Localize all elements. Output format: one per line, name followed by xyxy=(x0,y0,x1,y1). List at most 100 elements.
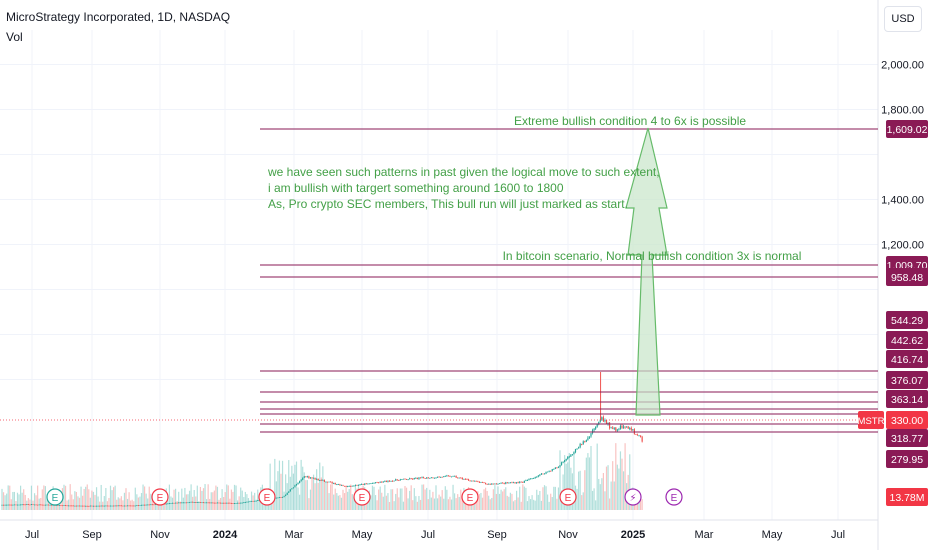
volume-bar xyxy=(616,464,618,510)
level-price-tag xyxy=(886,331,928,349)
volume-bar xyxy=(570,467,572,510)
earnings-marker-label: E xyxy=(671,493,678,504)
volume-bar xyxy=(387,493,389,510)
volume-bar xyxy=(494,485,496,510)
volume-bar xyxy=(516,490,518,510)
candle-body xyxy=(280,497,282,498)
volume-bar xyxy=(433,498,436,510)
volume-bar xyxy=(534,500,536,510)
candle-body xyxy=(285,494,287,496)
candle-body xyxy=(426,477,428,479)
volume-bar xyxy=(312,474,315,510)
volume-bar xyxy=(229,498,231,510)
candle-body xyxy=(576,448,578,450)
volume-bar xyxy=(505,487,507,510)
volume-bar xyxy=(218,499,220,510)
volume-bar xyxy=(500,489,502,510)
volume-bar xyxy=(427,499,429,510)
volume-bar xyxy=(264,501,267,510)
candle-body xyxy=(137,505,139,507)
candle-body xyxy=(119,505,121,507)
volume-bar xyxy=(440,496,442,510)
volume-bar xyxy=(348,489,350,510)
candle-body xyxy=(323,479,325,482)
candle-body xyxy=(92,505,95,507)
candle-body xyxy=(44,504,46,506)
candle-body xyxy=(581,444,583,445)
volume-bar xyxy=(202,488,205,510)
candle-body xyxy=(545,471,547,474)
candle-body xyxy=(517,482,519,484)
candle-body xyxy=(91,505,93,507)
volume-bar xyxy=(635,501,637,510)
volume-bar xyxy=(285,474,287,510)
volume-bar xyxy=(619,451,622,510)
volume-bar xyxy=(523,486,525,510)
candle-body xyxy=(167,503,169,505)
candle-body xyxy=(427,477,429,479)
candle-body xyxy=(632,429,634,431)
candle-body xyxy=(134,505,136,507)
candle-body xyxy=(368,483,370,485)
candle-body xyxy=(21,504,23,506)
candle-body xyxy=(461,477,463,480)
candle-body xyxy=(604,419,606,422)
volume-bar xyxy=(488,495,490,510)
candle-body xyxy=(477,481,479,483)
level-price-label: 442.62 xyxy=(891,335,923,347)
candle-body xyxy=(116,505,118,507)
candle-body xyxy=(347,486,349,487)
volume-bar xyxy=(179,501,181,510)
volume-bar xyxy=(119,498,121,510)
volume-bar xyxy=(495,493,498,510)
volume-bar xyxy=(280,473,282,510)
volume-bar xyxy=(75,491,77,510)
candle-body xyxy=(624,426,626,428)
volume-bar xyxy=(328,493,330,510)
volume-bar xyxy=(421,484,423,510)
candle-body xyxy=(202,502,205,504)
candle-body xyxy=(636,434,639,436)
volume-bar xyxy=(12,491,14,510)
candle-body xyxy=(277,497,279,499)
volume-bar xyxy=(43,485,45,510)
chart-title: MicroStrategy Incorporated, 1D, NASDAQ xyxy=(6,10,231,24)
currency-button[interactable]: USD xyxy=(884,6,922,32)
candle-body xyxy=(495,483,498,485)
candle-body xyxy=(188,502,191,503)
candle-body xyxy=(37,504,39,506)
candle-body xyxy=(316,478,318,480)
volume-bar xyxy=(58,501,60,510)
earnings-marker xyxy=(665,488,683,506)
volume-bar xyxy=(309,489,312,510)
candle-body xyxy=(443,476,445,478)
candle-body xyxy=(182,502,184,504)
candle-body xyxy=(641,436,643,442)
volume-bar xyxy=(405,487,408,510)
volume-bar xyxy=(147,498,149,510)
volume-bar xyxy=(388,501,391,510)
volume-bar xyxy=(133,501,135,510)
candle-body xyxy=(378,482,380,484)
volume-bar xyxy=(275,481,277,510)
candle-body xyxy=(371,483,374,484)
candle-body xyxy=(469,480,471,482)
candle-body xyxy=(47,504,50,506)
volume-bar xyxy=(24,494,26,510)
volume-bar xyxy=(376,500,378,510)
volume-bar xyxy=(478,494,480,510)
candle-body xyxy=(523,480,525,483)
volume-bar xyxy=(126,498,129,510)
candle-body xyxy=(294,485,296,488)
candle-body xyxy=(593,428,595,431)
candle-body xyxy=(350,486,352,487)
symbol-label: MSTR xyxy=(858,416,885,427)
candle-body xyxy=(179,502,181,504)
candle-body xyxy=(311,477,313,479)
candle-body xyxy=(433,477,436,479)
volume-bar xyxy=(404,486,406,510)
volume-bar xyxy=(243,497,245,510)
candle-body xyxy=(57,505,59,506)
candle-body xyxy=(502,482,504,484)
